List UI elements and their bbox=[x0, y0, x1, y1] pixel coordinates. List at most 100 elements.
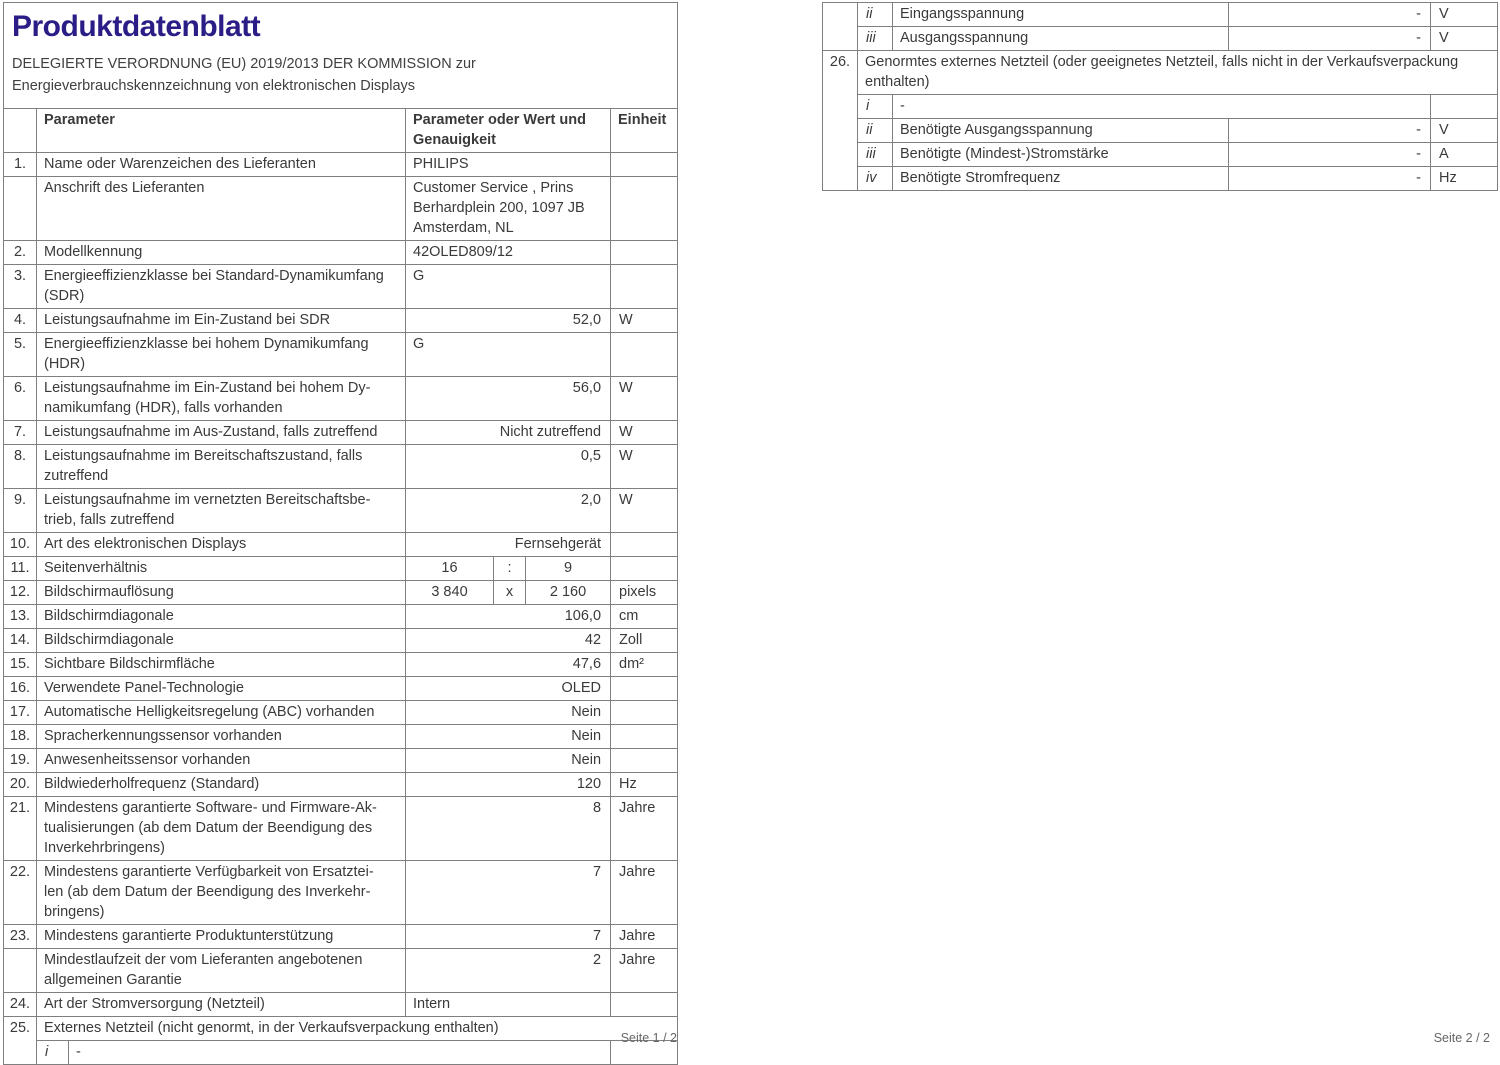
row-number-cell: 6. bbox=[3, 376, 37, 421]
sub-item-cell: iv bbox=[857, 166, 893, 191]
value-cell: : bbox=[493, 556, 526, 581]
value-cell: 7 bbox=[404, 860, 612, 925]
unit-cell: W bbox=[610, 308, 679, 333]
page-1-footer: Seite 1 / 2 bbox=[620, 1031, 677, 1045]
row-number-cell: 23. bbox=[3, 924, 37, 949]
unit-cell bbox=[610, 992, 679, 1017]
table-row: 8. Leistungsaufnahme im Bereitschaftszust… bbox=[3, 444, 679, 489]
table-row: iv Benötigte Stromfrequenz - Hz bbox=[823, 166, 1498, 191]
value-cell: Intern bbox=[404, 992, 612, 1017]
row-number-cell: 17. bbox=[3, 700, 37, 725]
table-row: 16. Verwendete Panel-Technologie OLED bbox=[3, 676, 679, 701]
parameter-cell: Automatische Helligkeitsregelung (ABC) v… bbox=[36, 700, 406, 725]
table-row: 20. Bildwiederholfrequenz (Standard) 120 Hz bbox=[3, 772, 679, 797]
table-header-row: Parameter Parameter oder Wert und Genaui… bbox=[3, 108, 679, 153]
parameter-cell: Bildschirmauflösung bbox=[36, 580, 406, 605]
sub-item-cell: iii bbox=[857, 26, 893, 51]
row-number-cell: 7. bbox=[3, 420, 37, 445]
value-cell: G bbox=[404, 332, 612, 377]
unit-cell: W bbox=[610, 488, 679, 533]
table-row: ii Benötigte Ausgangsspannung - V bbox=[823, 118, 1498, 143]
unit-cell bbox=[1430, 94, 1498, 119]
parameter-cell: Genormtes externes Netzteil (oder geeign… bbox=[857, 50, 1498, 95]
table-row: 23. Mindestens garantierte Produktunterst… bbox=[3, 924, 679, 949]
parameter-cell: Mindestens garantierte Software- und Fir… bbox=[36, 796, 406, 861]
value-cell: 47,6 bbox=[404, 652, 612, 677]
value-cell: 52,0 bbox=[404, 308, 612, 333]
parameter-cell: Benötigte Ausgangsspannung bbox=[892, 118, 1229, 143]
value-cell: 9 bbox=[524, 556, 612, 581]
value-cell: 2,0 bbox=[404, 488, 612, 533]
sub-item-cell: i bbox=[857, 94, 893, 119]
table-row: 21. Mindestens garantierte Software- und … bbox=[3, 796, 679, 861]
parameter-cell: Benötigte (Mindest-)Stromstärke bbox=[892, 142, 1229, 167]
unit-cell: Jahre bbox=[610, 796, 679, 861]
value-cell: Nein bbox=[404, 724, 612, 749]
value-cell: x bbox=[493, 580, 526, 605]
value-cell: Fernsehgerät bbox=[404, 532, 612, 557]
page-subtitle: DELEGIERTE VERORDNUNG (EU) 2019/2013 DER… bbox=[12, 56, 476, 94]
unit-cell: dm² bbox=[610, 652, 679, 677]
unit-cell bbox=[610, 332, 679, 377]
table-row: 14. Bildschirmdiagonale 42 Zoll bbox=[3, 628, 679, 653]
parameter-cell: Anschrift des Lieferanten bbox=[36, 176, 406, 241]
value-cell: - bbox=[1228, 26, 1431, 51]
sub-item-cell: ii bbox=[857, 2, 893, 27]
unit-cell: A bbox=[1430, 142, 1498, 167]
sub-item-cell: iii bbox=[857, 142, 893, 167]
value-cell: 106,0 bbox=[404, 604, 612, 629]
title-block: Produktdatenblatt DELEGIERTE VERORDNUNG … bbox=[3, 2, 678, 108]
table-row: 3. Energieeffizienzklasse bei Standard-Dy… bbox=[3, 264, 679, 309]
table-row: iii Benötigte (Mindest-)Stromstärke - A bbox=[823, 142, 1498, 167]
table-row: Anschrift des Lieferanten Customer Servic… bbox=[3, 176, 679, 241]
parameter-cell: Externes Netzteil (nicht genormt, in der… bbox=[35, 1016, 679, 1041]
table-row: 13. Bildschirmdiagonale 106,0 cm bbox=[3, 604, 679, 629]
table-row: 10. Art des elektronischen Displays Fernse… bbox=[3, 532, 679, 557]
parameter-cell: Verwendete Panel-Technologie bbox=[36, 676, 406, 701]
parameter-cell: Leistungsaufnahme im Aus-Zustand, falls … bbox=[36, 420, 406, 445]
unit-cell: Hz bbox=[1430, 166, 1498, 191]
value-cell: Nein bbox=[404, 700, 612, 725]
column-header-value: Parameter oder Wert und Genauigkeit bbox=[404, 108, 612, 153]
value-cell: 16 bbox=[405, 556, 494, 581]
unit-cell bbox=[610, 700, 679, 725]
row-number-cell: 26. bbox=[822, 50, 858, 191]
table-row: 12. Bildschirmauflösung 3 840 x 2 160 pixels bbox=[3, 580, 679, 605]
row-number-cell: 14. bbox=[3, 628, 37, 653]
unit-cell: Hz bbox=[610, 772, 679, 797]
row-number-cell: 11. bbox=[3, 556, 37, 581]
row-number-cell: 20. bbox=[3, 772, 37, 797]
value-cell: G bbox=[404, 264, 612, 309]
page-1: Produktdatenblatt DELEGIERTE VERORDNUNG … bbox=[3, 2, 679, 1065]
value-cell: - bbox=[1228, 166, 1431, 191]
parameter-cell: Anwesenheitssensor vorhanden bbox=[36, 748, 406, 773]
parameter-cell: Leistungsaufnahme im Ein-Zustand bei SDR bbox=[36, 308, 406, 333]
column-header-parameter: Parameter bbox=[36, 108, 406, 153]
row-number-cell bbox=[3, 176, 37, 241]
sub-item-cell: ii bbox=[857, 118, 893, 143]
parameter-cell: Modellkennung bbox=[36, 240, 406, 265]
unit-cell bbox=[610, 176, 679, 241]
parameter-cell: Sichtbare Bildschirmfläche bbox=[36, 652, 406, 677]
value-cell: 3 840 bbox=[405, 580, 494, 605]
value-cell: - bbox=[892, 94, 1431, 119]
parameter-cell: Benötigte Stromfrequenz bbox=[892, 166, 1229, 191]
unit-cell bbox=[610, 556, 679, 581]
page-2-footer: Seite 2 / 2 bbox=[1433, 1031, 1490, 1045]
column-header-number bbox=[3, 108, 37, 153]
parameter-cell: Energieeffizienzklasse bei Standard-Dyna… bbox=[36, 264, 406, 309]
row-number-cell: 3. bbox=[3, 264, 37, 309]
value-cell: 0,5 bbox=[404, 444, 612, 489]
value-cell: 2 bbox=[404, 948, 612, 993]
table-row: 11. Seitenverhältnis 16:9 bbox=[3, 556, 679, 581]
page-title: Produktdatenblatt bbox=[12, 10, 261, 43]
unit-cell bbox=[610, 724, 679, 749]
table-row: 4. Leistungsaufnahme im Ein-Zustand bei S… bbox=[3, 308, 679, 333]
unit-cell: V bbox=[1430, 26, 1498, 51]
table-row: 1. Name oder Warenzeichen des Lieferanten… bbox=[3, 152, 679, 177]
row-number-cell: 8. bbox=[3, 444, 37, 489]
value-cell: 8 bbox=[404, 796, 612, 861]
row-number-cell: 15. bbox=[3, 652, 37, 677]
table-row: 9. Leistungsaufnahme im vernetzten Bereit… bbox=[3, 488, 679, 533]
